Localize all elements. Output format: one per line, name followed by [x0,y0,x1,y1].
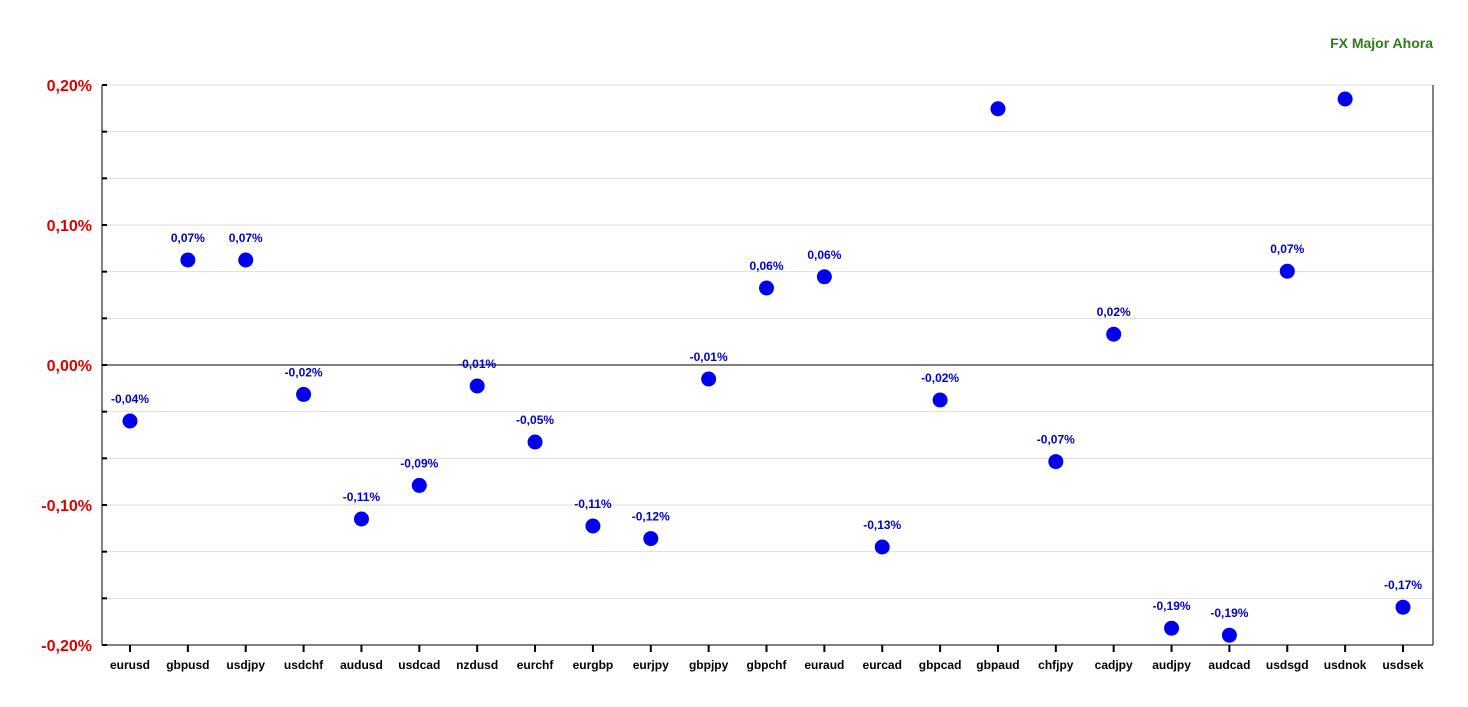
data-point [643,531,659,547]
x-tick-label: eurgbp [573,658,614,672]
data-point [238,252,254,268]
chart-title: FX Major Ahora [1330,35,1433,51]
data-label: -0,01% [458,357,496,371]
x-tick-label: eurjpy [633,658,669,672]
x-tick-label: gbpjpy [689,658,729,672]
data-point [1106,326,1122,342]
data-label: 0,07% [229,231,263,245]
x-tick-label: usdnok [1324,658,1367,672]
data-label: -0,09% [400,456,438,470]
data-point [411,477,427,493]
x-tick-label: audcad [1208,658,1250,672]
x-tick-label: chfjpy [1038,658,1074,672]
data-point [816,269,832,285]
data-point [180,252,196,268]
data-label: -0,12% [632,510,670,524]
y-tick-label: -0,20% [41,638,92,655]
data-point [990,101,1006,117]
data-point [527,434,543,450]
x-tick-label: audusd [340,658,383,672]
x-tick-label: gbpcad [919,658,962,672]
data-label: -0,01% [690,350,728,364]
x-tick-label: eurchf [517,658,555,672]
x-tick-label: nzdusd [456,658,498,672]
x-tick-label: eurusd [110,658,150,672]
data-label: -0,02% [285,365,323,379]
data-label: 0,02% [1097,305,1131,319]
y-tick-label: -0,10% [41,498,92,515]
x-tick-label: gbpchf [747,658,788,672]
x-tick-label: usdjpy [226,658,265,672]
data-point [1279,263,1295,279]
data-label: 0,07% [171,231,205,245]
x-tick-label: euraud [804,658,844,672]
data-label: 0,06% [749,259,783,273]
data-label: -0,19% [1153,599,1191,613]
data-label: -0,04% [111,392,149,406]
data-label: -0,13% [863,518,901,532]
data-label: -0,07% [1037,433,1075,447]
data-point [701,371,717,387]
data-point [585,518,601,534]
data-point [353,511,369,527]
data-label: -0,05% [516,413,554,427]
data-point [1395,599,1411,615]
x-tick-label: gbpaud [976,658,1019,672]
x-tick-label: gbpusd [166,658,209,672]
data-point [296,386,312,402]
y-tick-label: 0,20% [47,78,92,95]
data-point [469,378,485,394]
data-label: -0,17% [1384,578,1422,592]
x-tick-label: usdsek [1382,658,1424,672]
x-tick-label: audjpy [1152,658,1191,672]
x-tick-label: usdsgd [1266,658,1309,672]
x-tick-label: usdchf [284,658,324,672]
data-point [759,280,774,296]
data-point [874,539,890,555]
data-label: -0,02% [921,371,959,385]
data-point [932,392,948,408]
y-tick-label: 0,10% [47,218,92,235]
x-tick-label: usdcad [398,658,440,672]
y-tick-label: 0,00% [47,358,92,375]
data-point [1048,454,1064,470]
data-point [1337,91,1353,107]
data-label: 0,07% [1270,242,1304,256]
data-point [1221,627,1237,643]
data-label: 0,06% [807,248,841,262]
data-label: -0,19% [1210,606,1248,620]
x-tick-label: eurcad [863,658,902,672]
data-label: -0,11% [574,497,612,511]
data-label: -0,11% [343,490,381,504]
x-tick-label: cadjpy [1095,658,1133,672]
data-point [1164,620,1180,636]
data-point [122,413,138,429]
